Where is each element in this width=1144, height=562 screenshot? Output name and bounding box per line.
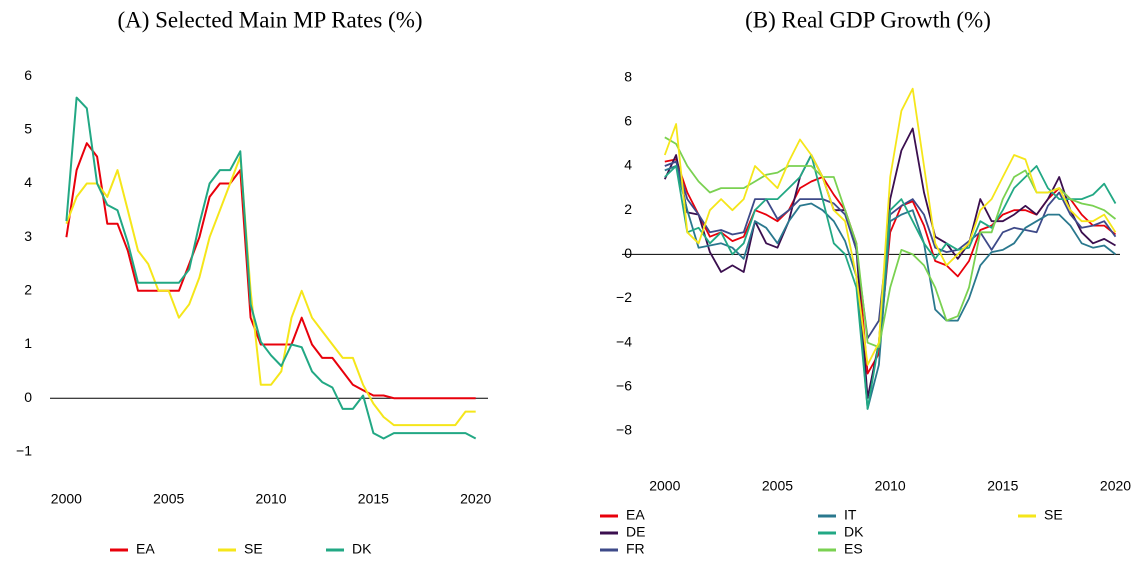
y-tick-label: 4	[624, 157, 632, 173]
x-tick-label: 2015	[358, 491, 389, 507]
y-tick-label: 3	[24, 228, 32, 244]
x-tick-label: 2000	[649, 478, 680, 494]
legend-label: FR	[626, 541, 645, 557]
y-tick-label: 2	[624, 201, 632, 217]
x-tick-label: 2020	[1100, 478, 1131, 494]
legend-label: IT	[844, 507, 857, 523]
series-line	[664, 158, 1117, 375]
y-tick-label: −8	[616, 422, 632, 438]
y-tick-label: −2	[616, 289, 632, 305]
series-line	[664, 154, 1117, 410]
series-line	[664, 165, 1117, 410]
series-line	[663, 127, 1116, 399]
y-tick-label: 8	[624, 68, 632, 84]
legend-label: EA	[626, 507, 645, 523]
y-tick-label: 4	[24, 174, 32, 190]
y-tick-label: 0	[624, 245, 632, 261]
legend-label: DK	[352, 541, 372, 557]
series-line	[65, 155, 476, 427]
y-tick-label: −4	[616, 333, 632, 349]
x-tick-label: 2005	[762, 478, 793, 494]
x-tick-label: 2010	[875, 478, 906, 494]
y-tick-label: 0	[24, 389, 32, 405]
y-tick-label: −1	[16, 443, 32, 459]
x-tick-label: 2005	[153, 491, 184, 507]
legend-label: SE	[1044, 507, 1063, 523]
y-tick-label: 1	[24, 335, 32, 351]
y-tick-label: 5	[24, 120, 32, 136]
chart-title: (A) Selected Main MP Rates (%)	[117, 7, 422, 32]
y-tick-label: −6	[616, 378, 632, 394]
y-tick-label: 2	[24, 282, 32, 298]
y-tick-label: 6	[24, 67, 32, 83]
x-tick-label: 2000	[51, 491, 82, 507]
legend-label: SE	[244, 541, 263, 557]
x-tick-label: 2020	[460, 491, 491, 507]
series-line	[65, 142, 476, 400]
legend-label: ES	[844, 541, 863, 557]
x-tick-label: 2015	[987, 478, 1018, 494]
chart-title: (B) Real GDP Growth (%)	[745, 7, 991, 32]
y-tick-label: 6	[624, 113, 632, 129]
legend-label: DK	[844, 524, 864, 540]
x-tick-label: 2010	[255, 491, 286, 507]
series-line	[663, 87, 1117, 366]
series-line	[65, 96, 477, 440]
legend-label: EA	[136, 541, 155, 557]
legend-label: DE	[626, 524, 645, 540]
